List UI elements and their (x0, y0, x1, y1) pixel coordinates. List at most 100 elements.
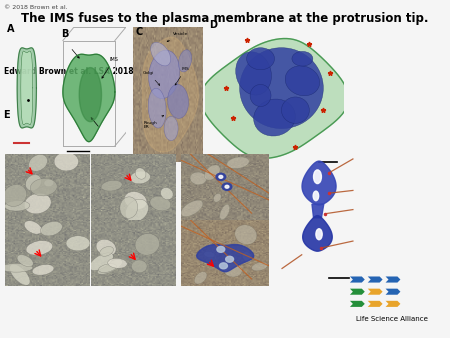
Polygon shape (79, 68, 102, 122)
Ellipse shape (181, 200, 203, 217)
Circle shape (225, 256, 234, 262)
Ellipse shape (44, 179, 54, 187)
Polygon shape (197, 244, 254, 272)
Ellipse shape (135, 168, 146, 179)
Circle shape (316, 229, 322, 240)
Ellipse shape (250, 84, 271, 106)
Circle shape (216, 173, 225, 180)
Text: Vesicle: Vesicle (167, 32, 189, 42)
Ellipse shape (164, 116, 178, 141)
Ellipse shape (66, 236, 90, 251)
Ellipse shape (150, 196, 171, 211)
Text: D: D (209, 20, 217, 30)
Polygon shape (350, 301, 365, 307)
Circle shape (313, 191, 319, 201)
Ellipse shape (179, 50, 192, 72)
Ellipse shape (148, 88, 166, 128)
Ellipse shape (239, 48, 324, 128)
Text: IMS: IMS (102, 57, 118, 78)
Ellipse shape (3, 185, 27, 207)
Circle shape (225, 185, 229, 188)
Polygon shape (63, 54, 115, 142)
Ellipse shape (96, 239, 116, 256)
Ellipse shape (108, 258, 127, 268)
Polygon shape (368, 289, 382, 295)
Ellipse shape (204, 251, 215, 258)
Polygon shape (312, 204, 324, 218)
Ellipse shape (126, 199, 148, 222)
Polygon shape (386, 301, 400, 307)
Text: B: B (61, 28, 69, 39)
Polygon shape (368, 301, 382, 307)
Ellipse shape (148, 50, 180, 99)
Text: Life Science Alliance: Life Science Alliance (356, 316, 427, 322)
Ellipse shape (4, 201, 30, 211)
Ellipse shape (236, 52, 271, 95)
Circle shape (217, 246, 225, 252)
Ellipse shape (131, 260, 147, 273)
Ellipse shape (161, 188, 173, 200)
Polygon shape (368, 276, 382, 283)
Text: The IMS fuses to the plasma membrane at the protrusion tip.: The IMS fuses to the plasma membrane at … (21, 12, 429, 25)
Circle shape (219, 175, 223, 178)
Ellipse shape (168, 84, 189, 118)
Circle shape (222, 183, 232, 190)
Ellipse shape (242, 252, 252, 262)
Ellipse shape (40, 221, 62, 236)
Ellipse shape (252, 262, 268, 271)
Ellipse shape (247, 48, 274, 70)
Ellipse shape (10, 264, 30, 285)
Ellipse shape (0, 263, 33, 272)
Text: Golgi: Golgi (143, 71, 160, 86)
Ellipse shape (130, 171, 150, 184)
Ellipse shape (100, 246, 113, 256)
Ellipse shape (90, 253, 113, 270)
Circle shape (220, 263, 227, 269)
Polygon shape (386, 276, 400, 283)
Ellipse shape (120, 197, 138, 218)
Text: F: F (182, 110, 189, 120)
Ellipse shape (194, 272, 207, 284)
Ellipse shape (124, 192, 147, 210)
Ellipse shape (282, 97, 310, 123)
Ellipse shape (17, 255, 33, 267)
Text: IMS: IMS (175, 67, 189, 85)
Polygon shape (200, 39, 349, 158)
Ellipse shape (220, 204, 230, 220)
Ellipse shape (26, 175, 41, 191)
Text: Rough
ER: Rough ER (143, 115, 164, 129)
Ellipse shape (24, 193, 51, 214)
Text: A: A (6, 24, 14, 34)
Polygon shape (302, 161, 336, 205)
Circle shape (314, 170, 321, 184)
Polygon shape (303, 216, 332, 251)
Ellipse shape (214, 193, 221, 202)
Polygon shape (143, 37, 198, 152)
Ellipse shape (254, 99, 295, 136)
Ellipse shape (235, 225, 257, 245)
Ellipse shape (54, 152, 78, 171)
Polygon shape (386, 289, 400, 295)
Text: E: E (3, 110, 9, 120)
Polygon shape (17, 48, 36, 128)
Ellipse shape (101, 180, 122, 191)
Polygon shape (21, 51, 33, 125)
Ellipse shape (204, 165, 220, 180)
Polygon shape (350, 276, 365, 283)
Ellipse shape (190, 172, 207, 185)
Ellipse shape (29, 154, 47, 171)
Ellipse shape (97, 260, 122, 274)
Ellipse shape (99, 264, 117, 272)
Ellipse shape (227, 157, 249, 169)
Ellipse shape (135, 234, 159, 255)
Ellipse shape (292, 51, 313, 66)
Text: Edward Brown et al. LSA 2018;1:e201800061: Edward Brown et al. LSA 2018;1:e20180006… (4, 66, 198, 75)
Text: C: C (135, 27, 143, 37)
Ellipse shape (26, 241, 53, 255)
Polygon shape (350, 289, 365, 295)
Ellipse shape (224, 263, 242, 277)
Text: © 2018 Brown et al.: © 2018 Brown et al. (4, 5, 68, 10)
Ellipse shape (151, 42, 171, 66)
Ellipse shape (285, 66, 320, 96)
Ellipse shape (24, 221, 42, 234)
